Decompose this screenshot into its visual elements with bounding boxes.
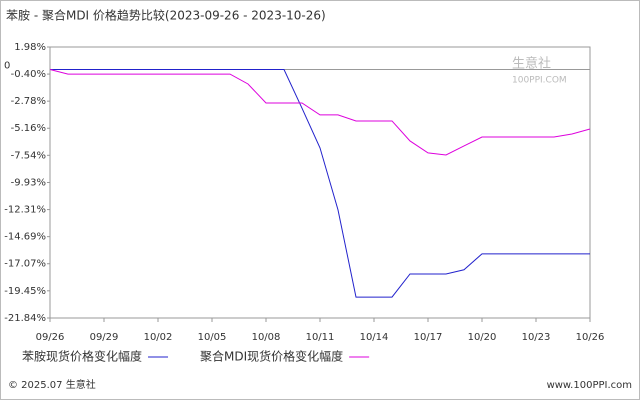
x-tick-label: 10/17 — [414, 332, 443, 343]
x-tick-label: 10/23 — [522, 332, 551, 343]
y-tick-label: -19.45% — [4, 286, 46, 297]
legend-label: 聚合MDI现货价格变化幅度 — [200, 349, 343, 364]
x-tick-label: 10/02 — [144, 332, 173, 343]
x-tick-label: 09/29 — [90, 332, 119, 343]
y-tick-label: 1.98% — [14, 42, 46, 53]
y-tick-label: -14.69% — [4, 232, 46, 243]
footer: www.100PPI.com — [547, 380, 632, 391]
legend-label: 苯胺现货价格变化幅度 — [22, 349, 142, 364]
watermark: 生意社 — [512, 56, 551, 72]
chart-title: 苯胺 - 聚合MDI 价格趋势比较(2023-09-26 - 2023-10-2… — [6, 8, 326, 23]
x-tick-label: 09/26 — [36, 332, 65, 343]
footer: © 2025.07 生意社 — [8, 378, 96, 391]
series-line — [50, 69, 590, 298]
x-tick-label: 10/05 — [198, 332, 227, 343]
y-tick-label: -17.07% — [4, 259, 46, 270]
x-tick-label: 10/20 — [468, 332, 497, 343]
y-tick-label: -2.78% — [11, 96, 46, 107]
y-tick-label: -12.31% — [4, 205, 46, 216]
y-tick-label: -5.16% — [11, 123, 46, 134]
series-line — [49, 69, 591, 156]
y-tick-label: -7.54% — [11, 150, 46, 161]
x-tick-label: 10/14 — [360, 332, 389, 343]
y-tick-label: -21.84% — [4, 313, 46, 324]
watermark: 100PPI.COM — [512, 76, 567, 86]
y-tick-label: -0.40% — [11, 69, 46, 80]
y-tick-label: -9.93% — [11, 178, 46, 189]
zero-label: 0 — [4, 61, 10, 72]
x-tick-label: 10/08 — [252, 332, 281, 343]
x-tick-label: 10/26 — [576, 332, 605, 343]
x-tick-label: 10/11 — [306, 332, 335, 343]
